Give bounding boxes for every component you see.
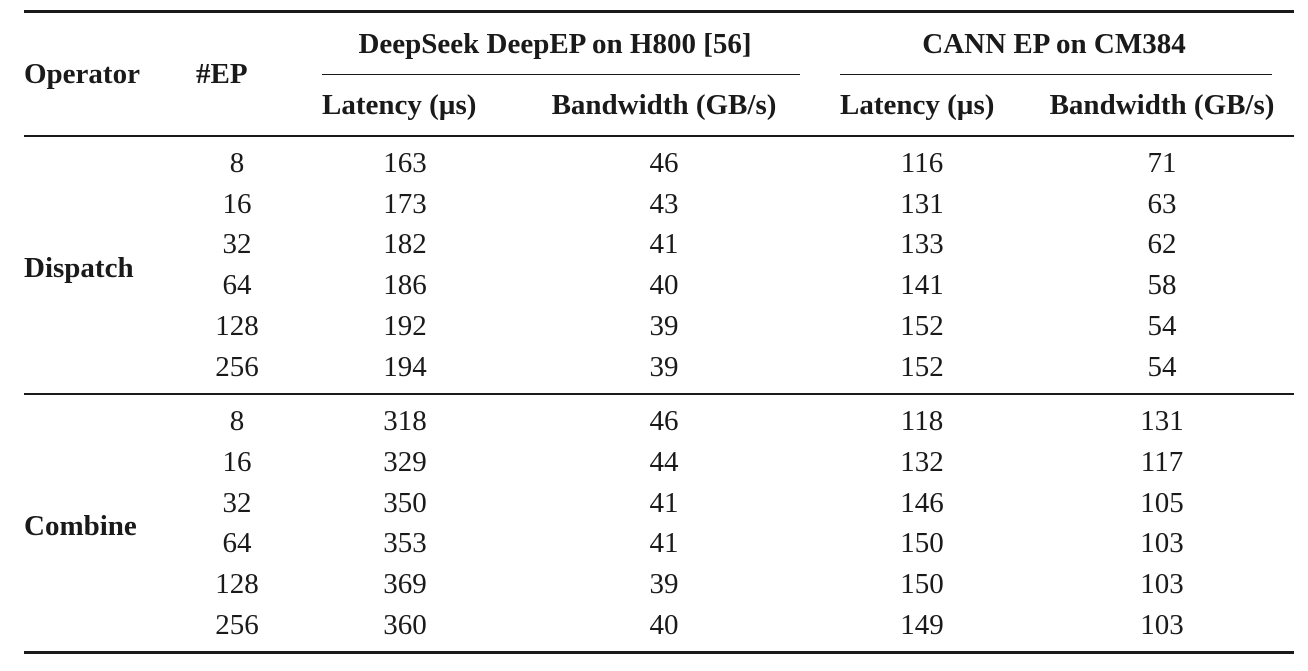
latency-cann-cell: 132	[900, 445, 944, 478]
table-row: 16 329 44 132 117	[24, 442, 1294, 483]
table-row: Combine 8 318 46 118 131	[24, 394, 1295, 542]
table-row: 64 186 40 141 58	[24, 265, 1294, 306]
latency-deepseek-cell: 353	[383, 527, 427, 560]
header-group-deepseek: DeepSeek DeepEP on H800 [56]	[296, 12, 814, 75]
bandwidth-deepseek-cell: 44	[649, 445, 679, 478]
table-row: 16 173 43 131 63	[24, 184, 1294, 225]
table-row: 64 353 41 150 103	[24, 523, 1294, 564]
latency-cann-cell: 149	[900, 608, 944, 641]
bandwidth-cann-cell: 131	[1140, 405, 1184, 438]
latency-deepseek-cell: 369	[383, 568, 427, 601]
header-bandwidth-cann: Bandwidth (GB/s)	[1049, 88, 1275, 121]
bandwidth-cann-cell: 117	[1140, 445, 1184, 478]
bandwidth-deepseek-cell: 43	[649, 187, 679, 220]
table-row: 256 194 39 152 54	[24, 347, 1294, 395]
bandwidth-cann-cell: 103	[1140, 608, 1184, 641]
latency-deepseek-cell: 194	[383, 350, 427, 383]
latency-deepseek-cell: 360	[383, 608, 427, 641]
latency-cann-cell: 150	[900, 568, 944, 601]
table-row: 128 369 39 150 103	[24, 564, 1294, 605]
header-bandwidth-deepseek: Bandwidth (GB/s)	[551, 88, 777, 121]
bandwidth-cann-cell: 54	[1147, 350, 1177, 383]
bandwidth-deepseek-cell: 40	[649, 269, 679, 302]
latency-cann-cell: 116	[900, 147, 944, 179]
ep-cell: 256	[215, 608, 259, 641]
bandwidth-deepseek-cell: 46	[649, 405, 679, 438]
latency-deepseek-cell: 163	[383, 147, 427, 179]
header-group-cann: CANN EP on CM384	[814, 12, 1294, 75]
bandwidth-cann-cell: 54	[1147, 309, 1177, 342]
bandwidth-deepseek-cell: 39	[649, 568, 679, 601]
table-row: 128 192 39 152 54	[24, 306, 1294, 347]
ep-cell: 16	[222, 187, 252, 220]
bandwidth-cann-cell: 62	[1147, 228, 1177, 261]
ep-cell: 128	[215, 568, 259, 601]
group-deepseek-rule	[322, 74, 800, 75]
latency-deepseek-cell: 329	[383, 445, 427, 478]
ep-cell: 8	[229, 405, 245, 438]
bandwidth-cann-cell: 103	[1140, 568, 1184, 601]
latency-deepseek-cell: 192	[383, 309, 427, 342]
latency-cann-cell: 131	[900, 187, 944, 220]
bandwidth-deepseek-cell: 41	[649, 527, 679, 560]
latency-cann-cell: 133	[900, 228, 944, 261]
ep-cell: 8	[229, 147, 245, 179]
bandwidth-cann-cell: 63	[1147, 187, 1177, 220]
ep-cell: 64	[222, 269, 252, 302]
bandwidth-deepseek-cell: 41	[649, 228, 679, 261]
bandwidth-deepseek-cell: 41	[649, 486, 679, 519]
latency-cann-cell: 152	[900, 309, 944, 342]
table-row: 32 350 41 146 105	[24, 483, 1294, 524]
header-row-metrics: Latency (µs) Bandwidth (GB/s) Latency (µ…	[24, 75, 1294, 136]
bandwidth-cann-cell: 103	[1140, 527, 1184, 560]
ep-cell: 64	[222, 527, 252, 560]
latency-cann-cell: 146	[900, 486, 944, 519]
table-row: 32 182 41 133 62	[24, 224, 1294, 265]
latency-deepseek-cell: 186	[383, 269, 427, 302]
latency-cann-cell: 141	[900, 269, 944, 302]
latency-cann-cell: 152	[900, 350, 944, 383]
header-operator: Operator	[24, 57, 140, 90]
header-group-deepseek-label: DeepSeek DeepEP on H800 [56]	[358, 27, 752, 60]
ep-cell: 16	[222, 445, 252, 478]
operator-cell: Dispatch	[24, 251, 134, 284]
table-row: Dispatch 8 163 46 116 71	[24, 136, 1295, 284]
bandwidth-cann-cell: 58	[1147, 269, 1177, 302]
latency-deepseek-cell: 350	[383, 486, 427, 519]
latency-cann-cell: 118	[900, 405, 944, 438]
ep-performance-table: Operator #EP DeepSeek DeepEP on H800 [56…	[24, 10, 1295, 654]
header-latency-deepseek: Latency (µs)	[322, 88, 477, 121]
table-row: 256 360 40 149 103	[24, 605, 1295, 653]
bandwidth-cann-cell: 105	[1140, 486, 1184, 519]
ep-cell: 32	[222, 486, 252, 519]
operator-cell: Combine	[24, 509, 137, 542]
group-cann-rule	[840, 74, 1273, 75]
header-ep: #EP	[196, 57, 248, 90]
table-header: Operator #EP DeepSeek DeepEP on H800 [56…	[24, 11, 1295, 137]
header-latency-cann: Latency (µs)	[840, 88, 995, 121]
bandwidth-deepseek-cell: 46	[649, 147, 679, 179]
latency-deepseek-cell: 182	[383, 228, 427, 261]
header-row-groups: Operator #EP DeepSeek DeepEP on H800 [56…	[24, 11, 1295, 90]
table-body: Dispatch 8 163 46 116 71 16 173 43 131 63 32 182 41 13…	[24, 136, 1295, 653]
ep-cell: 32	[222, 228, 252, 261]
bandwidth-cann-cell: 71	[1147, 147, 1177, 179]
bandwidth-deepseek-cell: 39	[649, 309, 679, 342]
ep-cell: 128	[215, 309, 259, 342]
results-table-container: Operator #EP DeepSeek DeepEP on H800 [56…	[24, 10, 1295, 654]
header-group-cann-label: CANN EP on CM384	[922, 27, 1186, 60]
ep-cell: 256	[215, 350, 259, 383]
bandwidth-deepseek-cell: 40	[649, 608, 679, 641]
latency-deepseek-cell: 173	[383, 187, 427, 220]
bandwidth-deepseek-cell: 39	[649, 350, 679, 383]
latency-deepseek-cell: 318	[383, 405, 427, 438]
latency-cann-cell: 150	[900, 527, 944, 560]
